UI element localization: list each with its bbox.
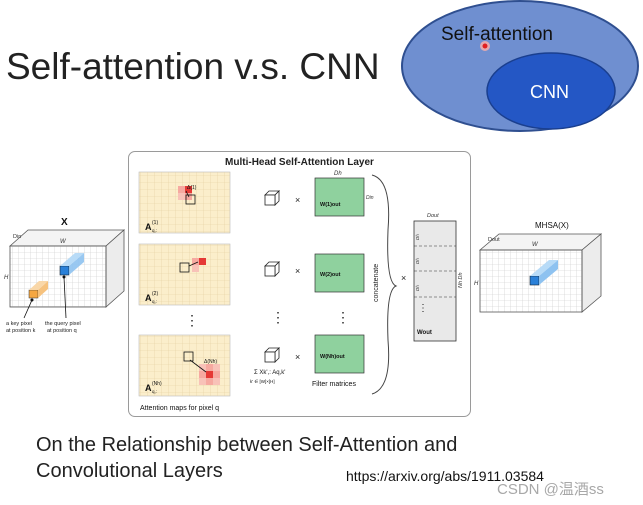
concat-wout-matrix <box>413 220 457 342</box>
filter-label-1: W(1)out <box>320 202 341 208</box>
delta-label-1: Δ(1) <box>187 185 197 191</box>
query-pixel <box>59 265 70 276</box>
value-cube-nh <box>264 347 280 363</box>
cnn-label: CNN <box>530 82 569 102</box>
concat-vdots: ⋮ <box>418 303 428 314</box>
filter-matrix-2 <box>314 253 365 293</box>
attn-map-1-sup: (1) <box>152 220 158 226</box>
filter-matrix-nh <box>314 334 365 374</box>
filter-dim-side: Din <box>366 195 374 201</box>
times-nh: × <box>295 352 300 362</box>
output-dim-h: H <box>474 281 479 287</box>
filter-matrices-label: Filter matrices <box>312 381 356 388</box>
attention-maps-caption: Attention maps for pixel q <box>140 405 219 412</box>
self-attention-label: Self-attention <box>441 24 553 45</box>
input-dim-w: W <box>60 239 67 245</box>
filter-matrix-1 <box>314 177 365 217</box>
output-query-pixel <box>529 275 540 286</box>
key-pixel-caption-2: at position k <box>6 328 36 334</box>
concat-row-label-3: Dh <box>415 285 420 291</box>
csdn-watermark: CSDN @温酒ss <box>497 481 604 498</box>
concat-dim-side: Nh Dh <box>458 272 464 288</box>
attention-map-nh <box>138 334 231 397</box>
paper-title-line-2: Convolutional Layers <box>36 460 223 482</box>
filter-label-2: W(2)out <box>320 272 341 278</box>
cursor-dot-core <box>482 43 488 49</box>
sum-subscript: k' ∈ [W]×[H] <box>250 379 275 384</box>
concat-row-label-1: Dh <box>415 234 420 240</box>
venn-diagram: Self-attention CNN <box>401 0 639 132</box>
delta-label-nh: Δ(Nh) <box>204 359 217 365</box>
attn-map-nh-sup: (Nh) <box>152 381 162 387</box>
attention-figure: X Din W H a key pixel at position k the … <box>4 171 603 412</box>
key-pixel-caption-1: a key pixel <box>6 321 32 327</box>
filter-label-nh: W(Nh)out <box>320 354 345 360</box>
value-cube-1 <box>264 190 280 206</box>
attn-map-nh-sub: q,: <box>152 389 157 394</box>
attn-map-1-label: A <box>145 222 152 232</box>
input-label: X <box>61 217 68 228</box>
attention-map-2 <box>138 243 231 306</box>
output-label: MHSA(X) <box>535 221 569 230</box>
query-pixel-caption-2: at position q <box>47 328 77 334</box>
input-dim-d: Din <box>13 234 21 240</box>
attn-map-2-sub: q,: <box>152 299 157 304</box>
arxiv-link[interactable]: https://arxiv.org/abs/1911.03584 <box>346 468 544 484</box>
times-1: × <box>295 195 300 205</box>
times-2: × <box>295 266 300 276</box>
key-pixel <box>28 289 39 299</box>
concat-row-label-2: Dh <box>415 258 420 264</box>
input-dim-h: H <box>4 275 9 281</box>
value-vdots: ⋮ <box>271 309 285 325</box>
paper-title: On the Relationship between Self-Attenti… <box>36 432 556 484</box>
output-dim-w: W <box>532 242 539 248</box>
figure-title: Multi-Head Self-Attention Layer <box>225 157 374 168</box>
value-cube-2 <box>264 261 280 277</box>
sum-expression: Σ Xk',: Aq,k' <box>254 370 285 376</box>
cnn-ellipse <box>486 52 616 130</box>
concat-dim-top: Dout <box>427 213 439 219</box>
attn-map-nh-label: A <box>145 383 152 393</box>
filter-vdots: ⋮ <box>336 309 350 325</box>
attn-map-2-label: A <box>145 293 152 303</box>
attention-vdots: ⋮ <box>185 312 199 328</box>
paper-title-line-1: On the Relationship between Self-Attenti… <box>36 434 458 456</box>
attn-map-2-sup: (2) <box>152 291 158 297</box>
concat-wout-label: Wout <box>417 330 432 336</box>
output-tensor <box>478 233 603 313</box>
concatenate-label: concatenate <box>373 264 380 302</box>
slide-title: Self-attention v.s. CNN <box>6 46 380 87</box>
query-pixel-caption-1: the query pixel <box>45 321 81 327</box>
input-tensor <box>8 229 126 319</box>
filter-dim-top: Dh <box>334 171 342 177</box>
concatenate-brace <box>371 174 398 395</box>
concat-times: × <box>401 273 406 283</box>
attn-map-1-sub: q,: <box>152 228 157 233</box>
attention-map-1 <box>138 171 231 234</box>
output-dim-d: Dout <box>488 237 500 243</box>
